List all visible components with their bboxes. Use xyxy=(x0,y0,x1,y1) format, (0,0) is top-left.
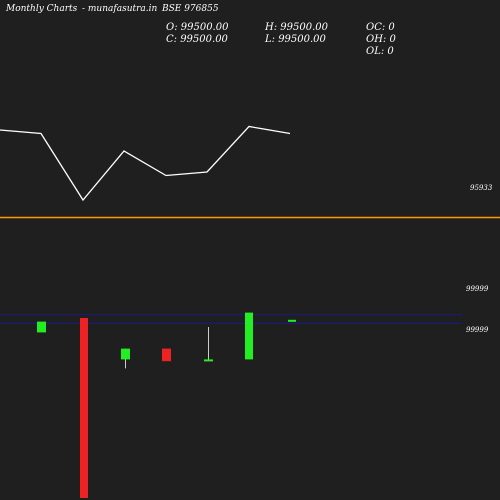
candle-body-5 xyxy=(245,312,253,360)
oc-value: OC: 0 xyxy=(366,22,395,33)
candle-body-4 xyxy=(204,359,213,362)
level-line-label: 95933 xyxy=(470,184,493,192)
close-value: C: 99500.00 xyxy=(166,34,228,45)
price-series-line xyxy=(0,125,291,202)
candle-body-1 xyxy=(80,318,88,498)
symbol-label: BSE 976855 xyxy=(162,4,219,14)
candle-body-0 xyxy=(37,321,46,333)
open-value: O: 99500.00 xyxy=(166,22,229,33)
low-value: L: 99500.00 xyxy=(265,34,326,45)
brand-label: Monthly Charts xyxy=(6,4,78,14)
site-label: - munafasutra.in xyxy=(82,4,158,14)
oh-value: OH: 0 xyxy=(366,34,396,45)
ytick-label-upper: 99999 xyxy=(466,285,489,293)
ol-value: OL: 0 xyxy=(366,46,394,57)
high-value: H: 99500.00 xyxy=(265,22,328,33)
candle-body-3 xyxy=(162,348,171,362)
candle-body-2 xyxy=(121,348,130,360)
candle-body-6 xyxy=(288,319,296,322)
ytick-label-lower: 99999 xyxy=(466,326,489,334)
